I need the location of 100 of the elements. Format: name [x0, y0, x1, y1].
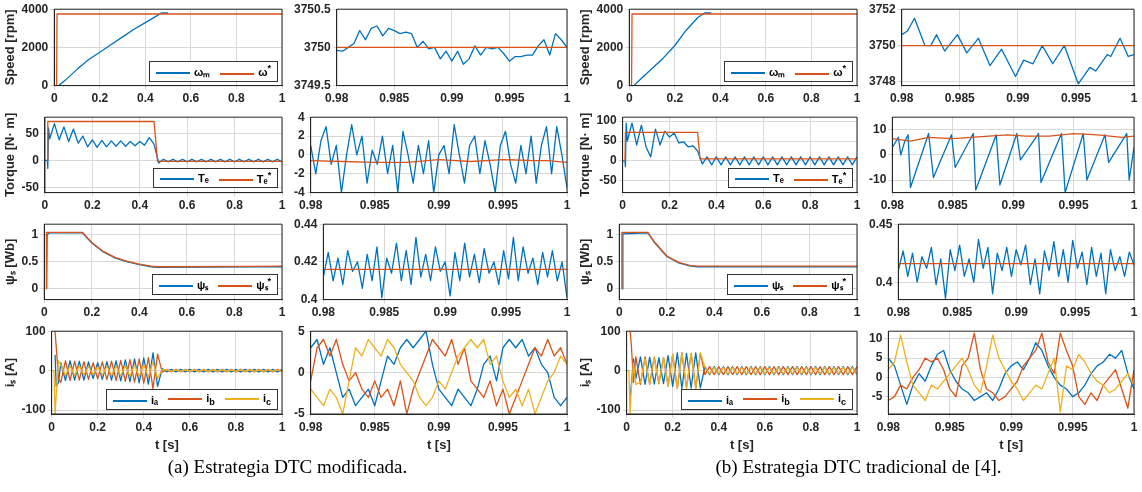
x-tick-label: 1 — [1130, 305, 1138, 320]
x-tick-label: 0.4 — [131, 198, 149, 213]
x-tick-label: 1 — [563, 198, 571, 213]
x-tick-label: 0.4 — [131, 305, 149, 320]
x-tick-label: 0.2 — [661, 198, 679, 213]
x-tick-label: 0.2 — [664, 419, 682, 434]
y-tick-label: -100 — [21, 402, 46, 417]
y-tick-label: 0.45 — [869, 216, 893, 231]
x-tick-label: 0.985 — [359, 198, 391, 213]
legend-label: i$_{c}$ — [837, 392, 847, 408]
y-tick-label: 4000 — [596, 1, 624, 16]
x-tick-label: 1 — [853, 305, 861, 320]
y-axis-title: ψₛ [Wb] — [577, 238, 593, 286]
x-tick-label: 0.2 — [666, 91, 684, 106]
x-tick-label: 0.99 — [999, 419, 1024, 434]
legend-label: ω$^{*}$ — [258, 63, 272, 79]
x-tick-label: 0.985 — [379, 91, 410, 106]
y-tick-label: 0 — [41, 77, 49, 92]
x-tick-label: 0.985 — [937, 198, 969, 213]
legend-label: iₐ — [726, 393, 734, 406]
x-tick-label: 0.99 — [1006, 91, 1030, 106]
x-tick-label: 0.2 — [84, 198, 102, 213]
y-tick-label: -50 — [599, 173, 617, 188]
x-tick-label: 1 — [1130, 419, 1138, 434]
x-tick-label: 1 — [278, 198, 286, 213]
x-tick-label: 0.6 — [178, 305, 196, 320]
text: (b) Estrategia DTC tradicional de [4]. — [714, 456, 1003, 478]
x-axis-title: t [s] — [729, 436, 754, 452]
y-tick-label: 50 — [603, 133, 617, 148]
y-tick-label: 10 — [872, 122, 887, 137]
x-tick-label: 0.98 — [876, 419, 901, 434]
x-tick-label: 0.99 — [433, 305, 458, 320]
x-tick-label: 1 — [853, 91, 861, 106]
x-tick-label: 0.4 — [712, 91, 730, 106]
x-tick-label: 0.995 — [1057, 419, 1088, 434]
y-tick-label: 4 — [297, 109, 305, 124]
x-tick-label: 1 — [1130, 198, 1138, 213]
y-tick-label: 3750 — [868, 37, 897, 52]
x-tick-label: 0.6 — [754, 198, 772, 213]
x-tick-label: 0.98 — [311, 305, 336, 320]
legend-label: ωₘ — [769, 65, 786, 78]
x-tick-label: 0.6 — [757, 91, 775, 106]
x-axis-title: t [s] — [999, 436, 1024, 452]
x-tick-label: 0.4 — [708, 198, 726, 213]
x-tick-label: 0.98 — [886, 305, 911, 320]
y-tick-label: 0 — [875, 369, 883, 384]
y-tick-label: -5 — [871, 388, 883, 403]
legend-label: i$_{b}$ — [781, 392, 790, 408]
y-tick-label: -2 — [294, 166, 305, 181]
x-tick-label: 0.985 — [369, 305, 400, 320]
y-tick-label: -50 — [21, 179, 40, 194]
y-tick-label: 2000 — [21, 39, 49, 54]
y-tick-label: 3748 — [868, 74, 897, 89]
x-tick-label: 0.995 — [491, 305, 522, 320]
y-tick-label: 1 — [31, 227, 39, 242]
y-tick-label: 2000 — [596, 39, 624, 54]
x-tick-label: 1 — [563, 91, 571, 106]
x-tick-label: 0.995 — [494, 91, 525, 106]
y-tick-label: 0 — [613, 362, 621, 377]
x-tick-label: 0.4 — [135, 419, 153, 434]
x-tick-label: 0.985 — [944, 91, 976, 106]
y-tick-label: 0 — [297, 364, 305, 379]
y-tick-label: 0 — [609, 153, 617, 168]
y-tick-label: 2 — [297, 128, 305, 143]
y-tick-label: 0 — [32, 152, 40, 167]
x-tick-label: 1 — [563, 419, 571, 434]
y-tick-label: 0 — [616, 77, 624, 92]
x-tick-label: 0.995 — [487, 419, 519, 434]
x-tick-label: 0.985 — [934, 419, 966, 434]
legend-label: Tₑ — [773, 171, 784, 184]
legend-label: iₐ — [151, 393, 159, 406]
y-tick-label: 5 — [297, 323, 305, 338]
x-tick-label: 1 — [278, 419, 286, 434]
y-tick-label: 10 — [868, 331, 883, 346]
x-tick-label: 0.995 — [1058, 198, 1089, 213]
y-tick-label: -10 — [869, 172, 887, 187]
x-tick-label: 0.2 — [83, 305, 101, 320]
legend-label: ω$^{*}$ — [833, 63, 847, 79]
x-tick-label: 0.995 — [487, 198, 519, 213]
y-axis-title: Torque [N· m] — [577, 112, 593, 198]
x-tick-label: 1 — [853, 198, 861, 213]
x-tick-label: 0.8 — [801, 305, 819, 320]
x-tick-label: 1 — [1130, 91, 1138, 106]
x-tick-label: 0.99 — [440, 91, 464, 106]
x-tick-label: 0.2 — [89, 419, 107, 434]
y-tick-label: 3752 — [868, 1, 897, 16]
y-tick-label: 0.42 — [294, 254, 318, 269]
x-tick-label: 0.4 — [710, 419, 728, 434]
x-tick-label: 0.2 — [91, 91, 109, 106]
x-axis-title: t [s] — [426, 436, 451, 452]
x-tick-label: 0.99 — [427, 419, 451, 434]
y-tick-label: 0.4 — [300, 291, 318, 306]
legend-label: ωₘ — [194, 65, 211, 78]
y-tick-label: 0.5 — [21, 254, 39, 269]
y-tick-label: 5 — [875, 350, 883, 365]
y-axis-title: Speed [rpm] — [577, 9, 593, 86]
x-tick-label: 1 — [278, 91, 286, 106]
y-tick-label: 0 — [38, 362, 46, 377]
y-tick-label: 0.44 — [294, 216, 318, 231]
x-tick-label: 0.8 — [228, 91, 246, 106]
